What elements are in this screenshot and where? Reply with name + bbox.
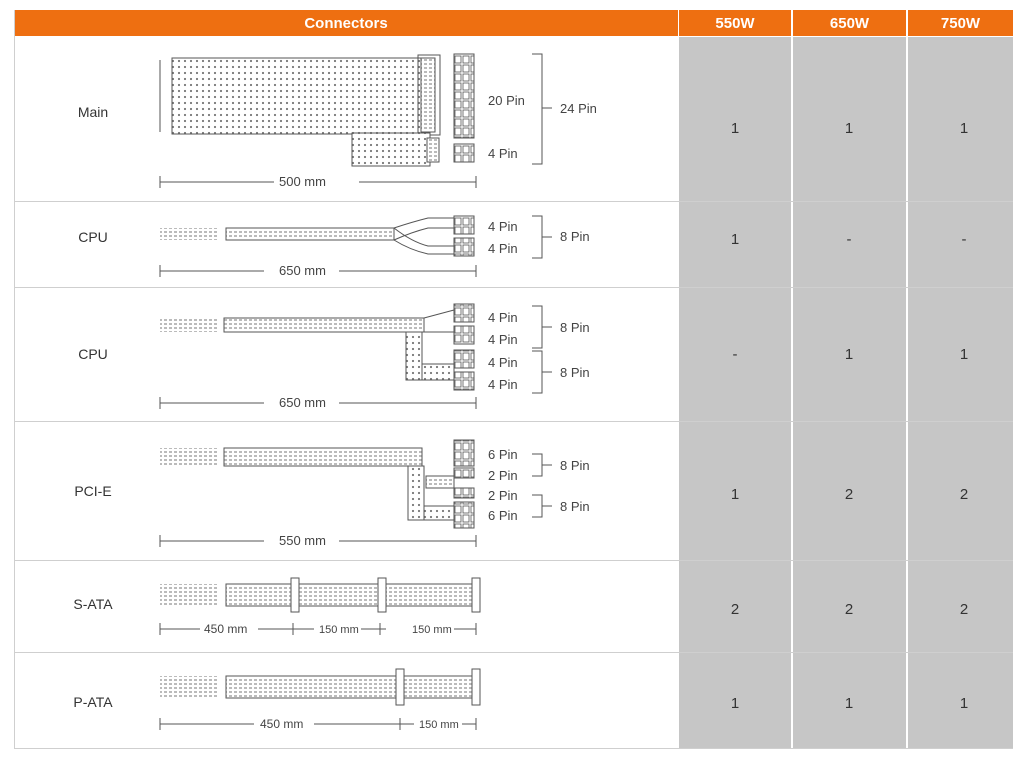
value-pcie-750w: 2 [959, 486, 969, 503]
row-divider [14, 201, 1013, 202]
cable-diagrams: 20 Pin 4 Pin 24 Pin 4 Pin 4 Pin 8 Pin 4 … [159, 53, 597, 731]
connector-table: Connectors 550W 650W 750W Main CPU CPU P… [14, 10, 1013, 749]
cpu-cable-diagram [159, 215, 552, 277]
main-cable-diagram [159, 53, 552, 188]
cpu-dual-cable-diagram [159, 303, 552, 409]
pcie-cable-diagram [159, 439, 552, 547]
cpu-dual-total-label-a: 8 Pin [560, 320, 590, 335]
header-model-550w: 550W [679, 10, 791, 36]
value-main-550w: 1 [730, 120, 740, 137]
main-pin-label-4: 4 Pin [488, 146, 518, 161]
row-divider [14, 560, 1013, 561]
row-label-pcie: PCI-E [74, 483, 112, 499]
sata-length-label-b: 150 mm [319, 624, 359, 636]
cpu-pin-label-b: 4 Pin [488, 241, 518, 256]
row-divider [14, 421, 1013, 422]
sata-cable-diagram [159, 577, 481, 635]
cpu-dual-length-label: 650 mm [279, 395, 326, 410]
row-label-pata: P-ATA [73, 694, 113, 710]
value-main-650w: 1 [844, 120, 854, 137]
value-cpu-650w: - [846, 231, 852, 248]
value-cpu-750w: - [961, 231, 967, 248]
pcie-length-label: 550 mm [279, 533, 326, 548]
value-cpu-dual-550w: - [732, 346, 738, 363]
value-main-750w: 1 [959, 120, 969, 137]
cpu-dual-pin-label-d: 4 Pin [488, 377, 518, 392]
pcie-total-label-b: 8 Pin [560, 499, 590, 514]
sata-length-label-c: 150 mm [412, 624, 452, 636]
main-length-label: 500 mm [279, 174, 326, 189]
value-column-550w [679, 37, 791, 749]
row-label-cpu-dual: CPU [78, 346, 108, 362]
value-sata-650w: 2 [844, 601, 854, 618]
header-connectors: Connectors [14, 10, 678, 36]
header-model-750w: 750W [908, 10, 1013, 36]
row-label-main: Main [77, 104, 109, 120]
cpu-dual-pin-label-c: 4 Pin [488, 355, 518, 370]
main-total-label: 24 Pin [560, 101, 597, 116]
pcie-pin-label-b: 2 Pin [488, 468, 518, 483]
value-sata-550w: 2 [730, 601, 740, 618]
pcie-pin-label-d: 6 Pin [488, 508, 518, 523]
row-label-cpu-8pin: CPU [78, 229, 108, 245]
header-model-650w: 650W [793, 10, 906, 36]
pcie-pin-label-c: 2 Pin [488, 488, 518, 503]
pata-length-label-b: 150 mm [419, 719, 459, 731]
row-divider [14, 652, 1013, 653]
row-divider [14, 287, 1013, 288]
cpu-pin-label-a: 4 Pin [488, 219, 518, 234]
row-label-sata: S-ATA [73, 596, 113, 612]
table-left-border [14, 10, 15, 749]
value-pcie-550w: 1 [730, 486, 740, 503]
value-pata-550w: 1 [730, 695, 740, 712]
sata-length-label-a: 450 mm [204, 622, 247, 636]
value-pata-650w: 1 [844, 695, 854, 712]
pcie-pin-label-a: 6 Pin [488, 447, 518, 462]
cpu-total-label: 8 Pin [560, 229, 590, 244]
pata-cable-diagram [159, 668, 481, 730]
value-pcie-650w: 2 [844, 486, 854, 503]
value-cpu-dual-750w: 1 [959, 346, 969, 363]
cpu-length-label: 650 mm [279, 263, 326, 278]
value-column-750w [908, 37, 1013, 749]
pcie-total-label-a: 8 Pin [560, 458, 590, 473]
value-column-650w [793, 37, 906, 749]
cpu-dual-pin-label-b: 4 Pin [488, 332, 518, 347]
table-bottom-border [14, 748, 1013, 749]
main-pin-label-20: 20 Pin [488, 93, 525, 108]
pata-length-label-a: 450 mm [260, 717, 303, 731]
value-sata-750w: 2 [959, 601, 969, 618]
cpu-dual-pin-label-a: 4 Pin [488, 310, 518, 325]
cpu-dual-total-label-b: 8 Pin [560, 365, 590, 380]
value-pata-750w: 1 [959, 695, 969, 712]
value-cpu-550w: 1 [730, 231, 740, 248]
value-cpu-dual-650w: 1 [844, 346, 854, 363]
